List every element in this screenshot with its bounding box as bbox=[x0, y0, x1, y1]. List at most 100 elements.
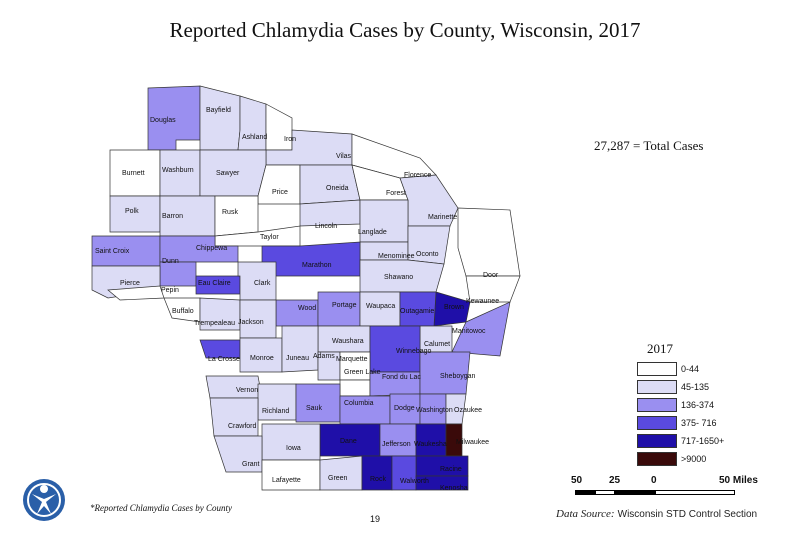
county-label: Waupaca bbox=[366, 303, 395, 310]
county-label: Winnebago bbox=[396, 348, 432, 355]
county-shape bbox=[275, 299, 319, 327]
county-shape bbox=[261, 459, 321, 491]
county-shape bbox=[209, 397, 259, 437]
county-shape bbox=[281, 325, 319, 373]
county-label: Manitowoc bbox=[452, 328, 486, 335]
legend-item: 0-44 bbox=[637, 362, 699, 376]
county-label: Price bbox=[272, 189, 288, 196]
county-label: Monroe bbox=[250, 355, 274, 362]
county-label: La Crosse bbox=[208, 356, 240, 363]
county-label: Racine bbox=[440, 466, 462, 473]
legend-label: 45-135 bbox=[681, 382, 710, 392]
data-source: Data Source: Wisconsin STD Control Secti… bbox=[556, 508, 757, 520]
county-label: Iron bbox=[284, 136, 296, 143]
county-label: Washburn bbox=[162, 167, 194, 174]
data-source-value: Wisconsin STD Control Section bbox=[617, 509, 758, 520]
legend-item: 375- 716 bbox=[637, 416, 717, 430]
county-label: Lafayette bbox=[272, 477, 301, 484]
county-label: Marinette bbox=[428, 214, 457, 221]
county-label: Marquette bbox=[336, 356, 368, 363]
county-label: Taylor bbox=[260, 234, 279, 241]
legend-label: 136-374 bbox=[681, 400, 715, 410]
county-label: Dodge bbox=[394, 405, 415, 412]
county-label: Chippewa bbox=[196, 245, 227, 252]
county-label: Crawford bbox=[228, 423, 257, 430]
scale-segment bbox=[575, 490, 595, 495]
county-shape bbox=[317, 291, 361, 327]
scale-tick: 50 bbox=[571, 475, 583, 486]
county-shape bbox=[199, 85, 241, 151]
county-shape bbox=[257, 164, 301, 205]
legend-swatch bbox=[637, 380, 677, 394]
footnote: *Reported Chlamydia Cases by County bbox=[90, 503, 232, 513]
county-label: Florence bbox=[404, 172, 431, 179]
county-label: Kewaunee bbox=[466, 298, 499, 305]
data-source-label: Data Source: bbox=[556, 508, 615, 520]
county-shape bbox=[261, 423, 321, 461]
county-shape bbox=[339, 379, 371, 397]
scale-tick: 0 bbox=[651, 475, 657, 486]
scale-segment bbox=[595, 490, 615, 495]
county-label: Richland bbox=[262, 408, 289, 415]
county-label: Menominee bbox=[378, 253, 415, 260]
scale-tick: 50 Miles bbox=[719, 475, 758, 486]
county-shape bbox=[295, 383, 341, 423]
county-shape bbox=[214, 195, 259, 237]
county-label: Marathon bbox=[302, 262, 332, 269]
scale-segment bbox=[615, 490, 655, 495]
county-label: Brown bbox=[444, 304, 464, 311]
legend-label: 717-1650+ bbox=[681, 436, 725, 446]
county-shape bbox=[159, 261, 197, 287]
legend-swatch bbox=[637, 452, 677, 466]
county-label: Douglas bbox=[150, 117, 176, 124]
county-label: Jackson bbox=[238, 319, 264, 326]
county-shape bbox=[415, 475, 469, 491]
county-label: Green bbox=[328, 475, 348, 482]
county-label: Calumet bbox=[424, 341, 450, 348]
county-label: Eau Claire bbox=[198, 280, 231, 287]
county-label: Burnett bbox=[122, 170, 145, 177]
county-label: Walworth bbox=[400, 478, 429, 485]
county-label: Saint Croix bbox=[95, 248, 130, 255]
county-shape bbox=[261, 241, 361, 277]
county-label: Kenosha bbox=[440, 485, 468, 492]
legend-title: 2017 bbox=[647, 341, 673, 356]
scale-segment bbox=[655, 490, 735, 495]
county-label: Fond du Lac bbox=[382, 374, 421, 381]
county-shape bbox=[359, 259, 445, 293]
county-shape bbox=[451, 301, 511, 357]
county-label: Wood bbox=[298, 305, 316, 312]
county-label: Waukesha bbox=[414, 441, 447, 448]
county-label: Lincoln bbox=[315, 223, 337, 230]
county-label: Ozaukee bbox=[454, 407, 482, 414]
county-label: Dane bbox=[340, 438, 357, 445]
county-label: Sauk bbox=[306, 405, 322, 412]
legend-swatch bbox=[637, 398, 677, 412]
county-label: Vernon bbox=[236, 387, 258, 394]
county-label: Oneida bbox=[326, 185, 349, 192]
legend-item: 136-374 bbox=[637, 398, 714, 412]
county-label: Polk bbox=[125, 208, 139, 215]
county-label: Trempealeau bbox=[194, 320, 235, 327]
county-label: Jefferson bbox=[382, 441, 411, 448]
county-shape bbox=[361, 455, 393, 491]
county-label: Door bbox=[483, 272, 499, 279]
person-figure-icon bbox=[22, 478, 66, 522]
county-label: Pepin bbox=[161, 287, 179, 294]
legend-item: >9000 bbox=[637, 452, 706, 466]
legend-item: 717-1650+ bbox=[637, 434, 724, 448]
county-label: Vilas bbox=[336, 153, 352, 160]
county-shape bbox=[319, 455, 363, 491]
legend-item: 45-135 bbox=[637, 380, 709, 394]
county-label: Grant bbox=[242, 461, 260, 468]
county-label: Dunn bbox=[162, 258, 179, 265]
total-cases-label: 27,287 = Total Cases bbox=[594, 138, 704, 153]
county-label: Sheboygan bbox=[440, 373, 476, 380]
legend-swatch bbox=[637, 362, 677, 376]
county-label: Iowa bbox=[286, 445, 301, 452]
legend-swatch bbox=[637, 434, 677, 448]
county-label: Outagamie bbox=[400, 308, 434, 315]
county-label: Washington bbox=[416, 407, 453, 414]
legend-label: 375- 716 bbox=[681, 418, 717, 428]
